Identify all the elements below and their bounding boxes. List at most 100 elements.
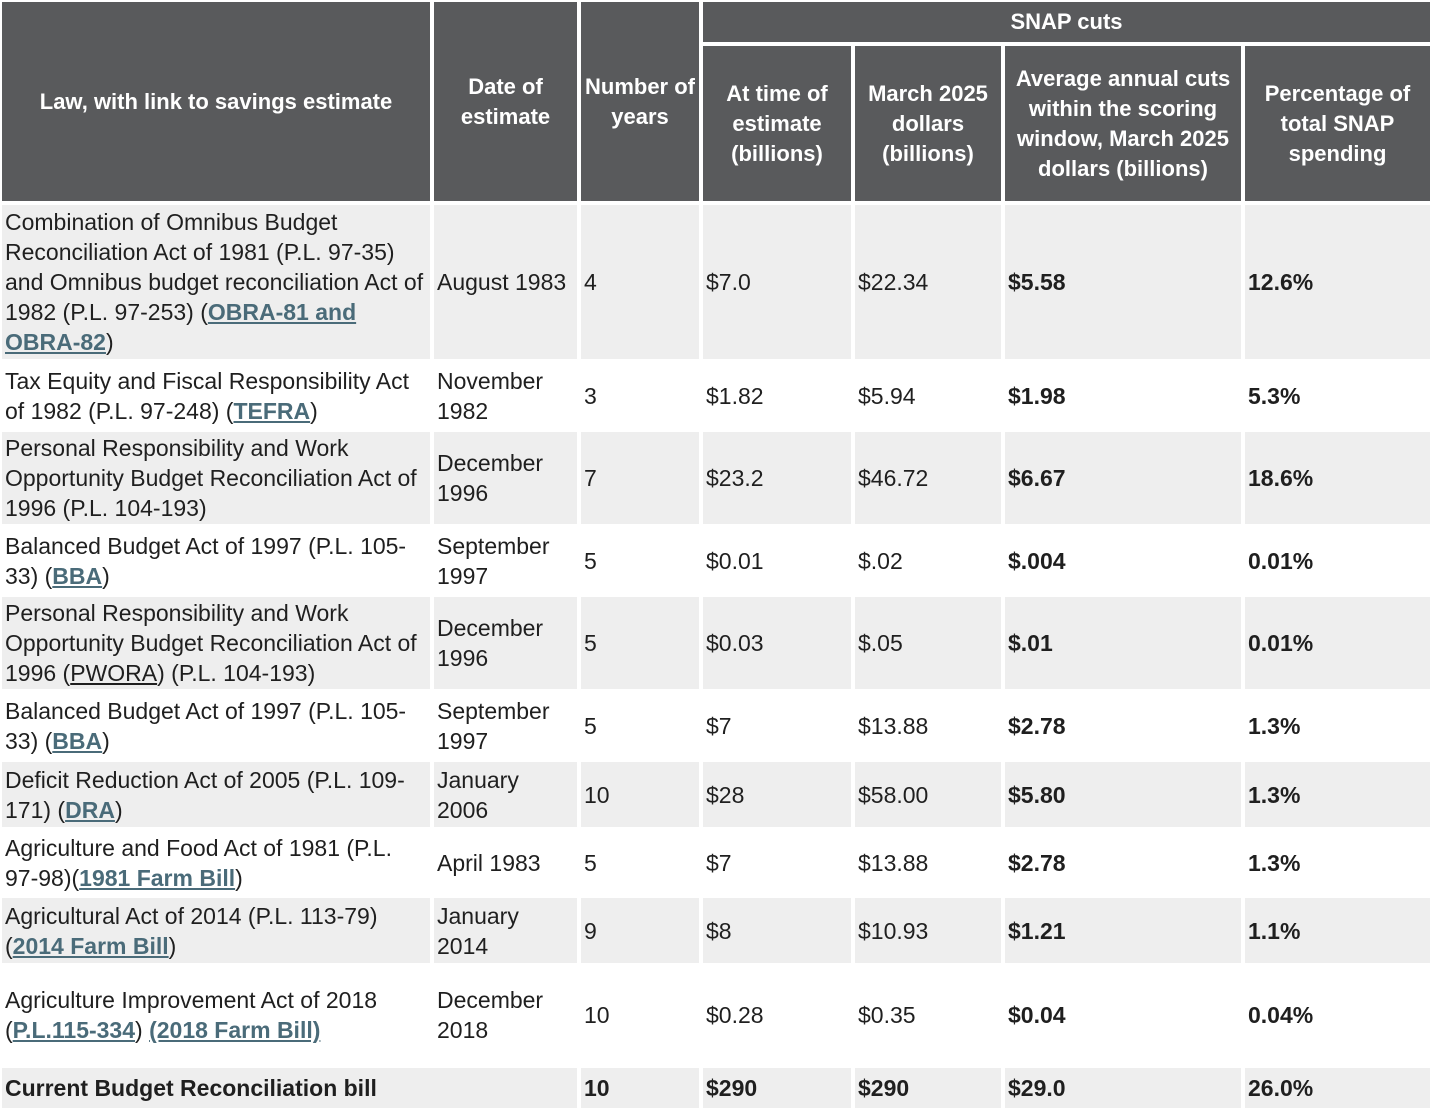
at-time-cell: $23.2 [703, 432, 851, 524]
law-name: Agriculture Improvement Act of 2018 ( [5, 987, 378, 1043]
law-name: Personal Responsibility and Work Opportu… [5, 435, 417, 521]
at-time-cell: $0.28 [703, 967, 851, 1063]
average-annual-cell: $5.58 [1005, 205, 1241, 359]
march-2025-cell: $46.72 [855, 432, 1001, 524]
law-cell: Agriculture and Food Act of 1981 (P.L. 9… [2, 830, 430, 895]
date-cell: January 2014 [434, 898, 577, 963]
law-suffix: ) [102, 562, 110, 589]
table-row: Personal Responsibility and Work Opportu… [2, 597, 1430, 689]
law-suffix: ) [105, 329, 114, 355]
law-name: Balanced Budget Act of 1997 (P.L. 105-33… [5, 532, 407, 589]
at-time-cell: $28 [703, 762, 851, 827]
date-cell: September 1997 [434, 693, 577, 758]
header-average-annual: Average annual cuts within the scoring w… [1005, 46, 1241, 201]
law-name: Personal Responsibility and Work Opportu… [5, 600, 417, 686]
date-cell: January 2006 [434, 762, 577, 827]
savings-estimate-link[interactable]: OBRA-81 and OBRA-82 [5, 299, 357, 355]
march-2025-cell: $22.34 [855, 205, 1001, 359]
date-cell: September 1997 [434, 528, 577, 593]
law-suffix: ) [114, 796, 123, 823]
law-cell: Personal Responsibility and Work Opportu… [2, 597, 430, 689]
table-row: Combination of Omnibus Budget Reconcilia… [2, 205, 1430, 359]
snap-cuts-group: SNAP cuts At time of estimate (billions)… [703, 2, 1430, 201]
average-annual-cell: $0.04 [1005, 967, 1241, 1063]
average-annual-cell: $2.78 [1005, 830, 1241, 895]
law-name: Tax Equity and Fiscal Responsibility Act… [5, 367, 409, 424]
table-header: Law, with link to savings estimate Date … [2, 2, 1430, 201]
savings-estimate-link[interactable]: DRA [65, 796, 115, 823]
savings-estimate-link[interactable]: PWORA [70, 660, 158, 686]
date-cell: November 1982 [434, 363, 577, 428]
at-time-cell: $1.82 [703, 363, 851, 428]
table-row: Personal Responsibility and Work Opportu… [2, 432, 1430, 524]
average-annual-cell: $2.78 [1005, 693, 1241, 758]
at-time-cell: $7.0 [703, 205, 851, 359]
percentage-cell: 0.01% [1245, 597, 1430, 689]
total-law-cell: Current Budget Reconciliation bill [2, 1068, 577, 1108]
law-cell: Tax Equity and Fiscal Responsibility Act… [2, 363, 430, 428]
savings-estimate-link[interactable]: 2014 Farm Bill [12, 932, 169, 959]
law-cell: Agricultural Act of 2014 (P.L. 113-79) (… [2, 898, 430, 963]
law-name: Agricultural Act of 2014 (P.L. 113-79) ( [5, 902, 378, 959]
savings-estimate-link[interactable]: TEFRA [233, 397, 311, 424]
at-time-cell: $0.03 [703, 597, 851, 689]
percentage-cell: 1.1% [1245, 898, 1430, 963]
average-annual-cell: $1.21 [1005, 898, 1241, 963]
law-cell: Balanced Budget Act of 1997 (P.L. 105-33… [2, 528, 430, 593]
total-percentage-cell: 26.0% [1245, 1068, 1430, 1108]
total-average-cell: $29.0 [1005, 1068, 1241, 1108]
percentage-cell: 18.6% [1245, 432, 1430, 524]
years-cell: 10 [581, 967, 699, 1063]
law-cell: Agriculture Improvement Act of 2018 (P.L… [2, 967, 430, 1063]
percentage-cell: 5.3% [1245, 363, 1430, 428]
savings-estimate-link[interactable]: 1981 Farm Bill [79, 864, 236, 891]
table-row: Balanced Budget Act of 1997 (P.L. 105-33… [2, 693, 1430, 758]
at-time-cell: $8 [703, 898, 851, 963]
march-2025-cell: $0.35 [855, 967, 1001, 1063]
farm-bill-link[interactable]: (2018 Farm Bill) [149, 1017, 321, 1043]
header-at-time: At time of estimate (billions) [703, 46, 851, 201]
law-cell: Personal Responsibility and Work Opportu… [2, 432, 430, 524]
at-time-cell: $7 [703, 830, 851, 895]
date-cell: April 1983 [434, 830, 577, 895]
law-name: Agriculture and Food Act of 1981 (P.L. 9… [5, 834, 392, 891]
march-2025-cell: $.05 [855, 597, 1001, 689]
average-annual-cell: $5.80 [1005, 762, 1241, 827]
march-2025-cell: $13.88 [855, 830, 1001, 895]
law-cell: Balanced Budget Act of 1997 (P.L. 105-33… [2, 693, 430, 758]
percentage-cell: 0.01% [1245, 528, 1430, 593]
table-row: Agricultural Act of 2014 (P.L. 113-79) (… [2, 898, 1430, 963]
average-annual-cell: $.004 [1005, 528, 1241, 593]
years-cell: 3 [581, 363, 699, 428]
header-law: Law, with link to savings estimate [2, 2, 430, 201]
savings-estimate-link[interactable]: BBA [52, 562, 103, 589]
years-cell: 5 [581, 693, 699, 758]
total-years-cell: 10 [581, 1068, 699, 1108]
law-suffix: ) [168, 932, 177, 959]
date-cell: December 2018 [434, 967, 577, 1063]
law-suffix: ) [235, 864, 243, 891]
march-2025-cell: $10.93 [855, 898, 1001, 963]
law-cell: Combination of Omnibus Budget Reconcilia… [2, 205, 430, 359]
years-cell: 4 [581, 205, 699, 359]
march-2025-cell: $.02 [855, 528, 1001, 593]
table-row: Agriculture and Food Act of 1981 (P.L. 9… [2, 830, 1430, 895]
law-name: Balanced Budget Act of 1997 (P.L. 105-33… [5, 697, 407, 754]
march-2025-cell: $13.88 [855, 693, 1001, 758]
savings-estimate-link[interactable]: P.L.115-334 [12, 1017, 136, 1043]
table-row: Agriculture Improvement Act of 2018 (P.L… [2, 967, 1430, 1063]
header-march-2025: March 2025 dollars (billions) [855, 46, 1001, 201]
at-time-cell: $0.01 [703, 528, 851, 593]
percentage-cell: 0.04% [1245, 967, 1430, 1063]
years-cell: 5 [581, 830, 699, 895]
table-row: Deficit Reduction Act of 2005 (P.L. 109-… [2, 762, 1430, 827]
date-cell: December 1996 [434, 597, 577, 689]
savings-estimate-link[interactable]: BBA [52, 727, 103, 754]
years-cell: 7 [581, 432, 699, 524]
percentage-cell: 1.3% [1245, 830, 1430, 895]
average-annual-cell: $1.98 [1005, 363, 1241, 428]
table-row: Tax Equity and Fiscal Responsibility Act… [2, 363, 1430, 428]
header-snap-cuts: SNAP cuts [703, 2, 1430, 42]
header-years: Number of years [581, 2, 699, 201]
law-suffix: ) [135, 1017, 150, 1043]
